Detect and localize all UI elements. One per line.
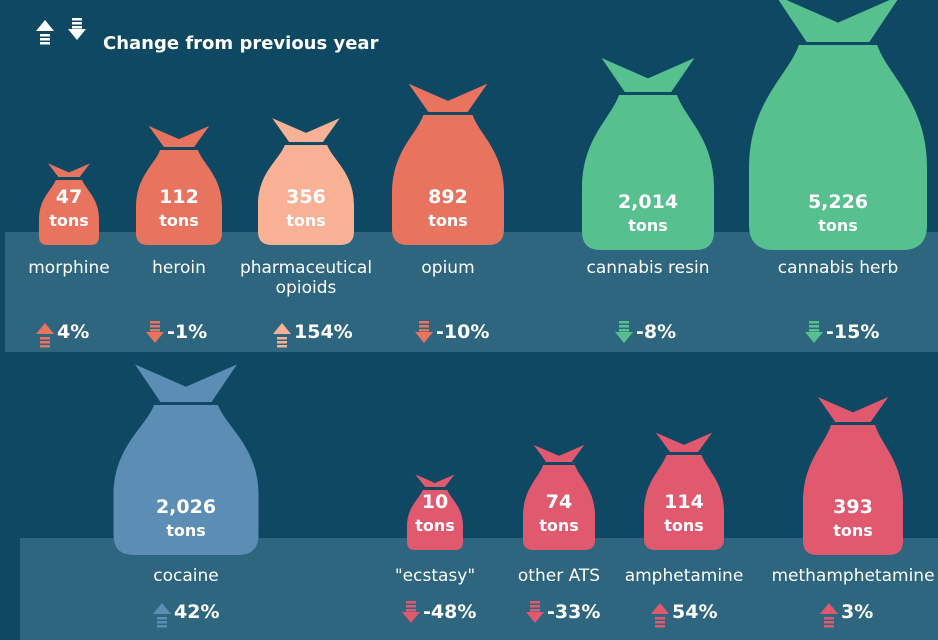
bag-value: 892 (388, 187, 508, 207)
change-value: 3% (841, 601, 873, 623)
graphics (0, 0, 938, 640)
bag-value: 74 (499, 492, 619, 512)
bag-tie (534, 445, 585, 462)
change-value: -15% (826, 321, 879, 343)
bag-tie (409, 84, 488, 112)
bag-value: 5,226 (778, 192, 898, 212)
drug-name: cannabis herb (758, 258, 918, 278)
change-value: 54% (672, 601, 717, 623)
drug-name: morphine (19, 258, 119, 278)
bag-value: 393 (793, 497, 913, 517)
bag-value: 10 (375, 492, 495, 512)
bag-unit: tons (246, 211, 366, 231)
change-arrow (36, 20, 54, 45)
bag-unit: tons (126, 521, 246, 541)
bag-tie (135, 364, 237, 402)
drug-name: pharmaceutical opioids (226, 258, 386, 298)
bag-value: 47 (9, 187, 129, 207)
change-value: -1% (167, 321, 207, 343)
bag-tie (602, 58, 695, 92)
bag-unit: tons (778, 216, 898, 236)
bag-value: 114 (624, 492, 744, 512)
bag-unit: tons (9, 211, 129, 231)
bag-tie (149, 126, 210, 147)
change-value: -48% (423, 601, 476, 623)
bag-tie (48, 163, 90, 177)
bag-unit: tons (388, 211, 508, 231)
drug-name: methamphetamine (763, 566, 938, 586)
bag-unit: tons (119, 211, 239, 231)
change-value: 4% (57, 321, 89, 343)
bag-unit: tons (375, 516, 495, 536)
bag-value: 2,014 (588, 192, 708, 212)
change-arrow (68, 18, 86, 40)
legend-title: Change from previous year (103, 33, 378, 54)
change-value: 154% (294, 321, 353, 343)
bag-tie (656, 433, 712, 452)
change-value: -33% (547, 601, 600, 623)
drug-name: cocaine (106, 566, 266, 586)
drug-name: amphetamine (614, 566, 754, 586)
bag-value: 356 (246, 187, 366, 207)
bag-unit: tons (588, 216, 708, 236)
drug-name: other ATS (499, 566, 619, 586)
change-value: -8% (636, 321, 676, 343)
change-value: 42% (174, 601, 219, 623)
bag-tie (775, 0, 900, 42)
bag-tie (818, 397, 888, 422)
bag-unit: tons (793, 521, 913, 541)
drug-name: "ecstasy" (375, 566, 495, 586)
bag-tie (272, 118, 340, 142)
bag-value: 2,026 (126, 497, 246, 517)
bag-unit: tons (624, 516, 744, 536)
drug-name: opium (398, 258, 498, 278)
drug-name: heroin (129, 258, 229, 278)
bag-value: 112 (119, 187, 239, 207)
change-value: -10% (436, 321, 489, 343)
infographic: Change from previous year 47 tons morphine… (0, 0, 938, 640)
drug-name: cannabis resin (568, 258, 728, 278)
bag-unit: tons (499, 516, 619, 536)
bag-tie (415, 474, 454, 487)
